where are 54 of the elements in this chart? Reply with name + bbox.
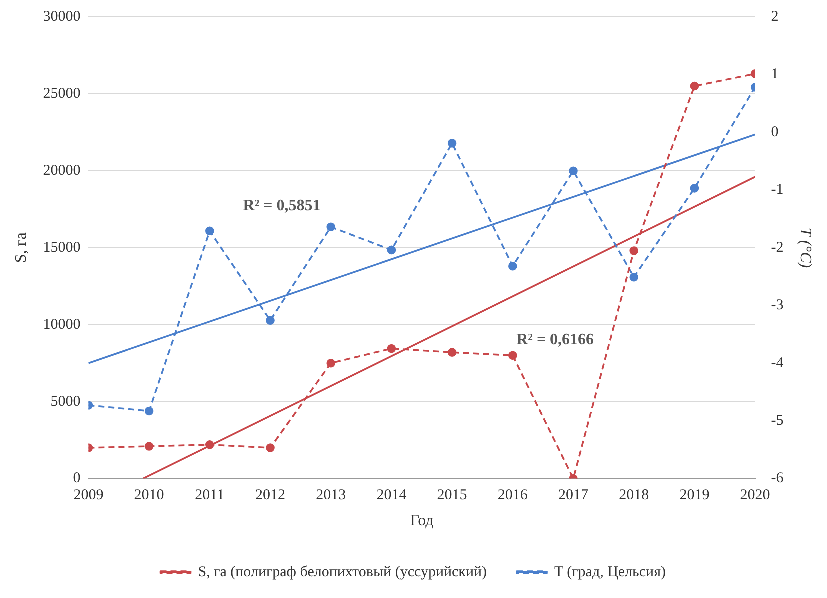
y-tick-label: 0 [73, 470, 81, 487]
y-tick-label: 20000 [43, 162, 81, 179]
point [448, 348, 457, 357]
y-axis-title: S, га [12, 232, 30, 264]
y2-tick-label: 0 [771, 124, 779, 140]
x-tick-label: 2011 [195, 488, 225, 504]
point [206, 226, 214, 236]
x-tick-label: 2017 [558, 488, 590, 504]
point [508, 262, 518, 271]
point [387, 344, 396, 354]
point [266, 444, 275, 452]
y2-tick-label: -6 [771, 470, 784, 487]
point [630, 246, 639, 256]
x-axis-title: Год [410, 512, 434, 530]
x-tick-label: 2019 [680, 488, 710, 504]
x-tick-label: 2016 [498, 488, 528, 504]
point [630, 272, 639, 282]
x-tick-label: 2010 [134, 488, 164, 504]
x-tick-label: 2009 [74, 488, 104, 504]
point [326, 222, 336, 232]
point [266, 316, 275, 326]
point [144, 406, 154, 416]
point [144, 442, 154, 451]
y-tick-label: 30000 [43, 8, 81, 25]
point [206, 440, 214, 450]
x-tick-label: 2020 [740, 488, 770, 504]
point [448, 139, 457, 148]
point [569, 166, 578, 176]
x-tick-label: 2013 [316, 488, 346, 504]
y2-tick-label: -4 [771, 355, 784, 372]
y2-tick-label: -1 [771, 182, 784, 198]
y2-tick-label: 2 [771, 8, 779, 25]
x-tick-label: 2018 [619, 488, 650, 504]
point [690, 184, 700, 193]
y2-tick-label: -5 [771, 413, 784, 430]
y2-tick-label: -2 [771, 240, 784, 256]
point [387, 246, 396, 255]
y2-tick-label: 1 [771, 66, 779, 83]
annotation: R² = 0,6166 [516, 331, 594, 348]
y-tick-label: 25000 [43, 86, 81, 102]
legend-label: T (град, Цельсия) [554, 564, 666, 580]
y2-axis-title: T (°C) [797, 228, 814, 268]
y2-tick-label: -3 [771, 298, 784, 314]
point [326, 358, 336, 368]
x-tick-label: 2014 [376, 488, 408, 504]
legend-label: S, га (полиграф белопихтовый (уссурийский) [198, 564, 488, 580]
point [508, 351, 518, 360]
y-tick-label: 10000 [43, 316, 81, 333]
x-tick-label: 2012 [256, 488, 286, 504]
y-tick-label: 15000 [43, 240, 81, 256]
x-tick-label: 2015 [437, 488, 468, 504]
annotation: R² = 0,5851 [243, 197, 321, 214]
y-tick-label: 5000 [50, 394, 81, 410]
point [690, 82, 700, 91]
